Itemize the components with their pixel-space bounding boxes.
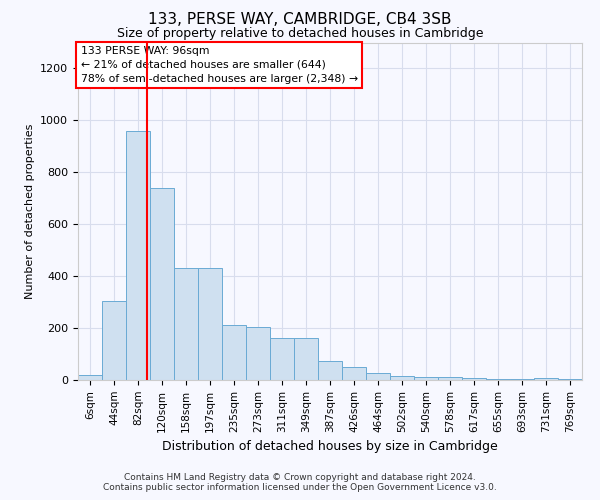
Bar xyxy=(462,378,486,380)
Bar xyxy=(318,360,342,380)
Bar xyxy=(294,338,318,380)
Bar xyxy=(246,327,270,380)
Bar xyxy=(102,301,126,380)
Text: 133 PERSE WAY: 96sqm
← 21% of detached houses are smaller (644)
78% of semi-deta: 133 PERSE WAY: 96sqm ← 21% of detached h… xyxy=(80,46,358,84)
Text: Size of property relative to detached houses in Cambridge: Size of property relative to detached ho… xyxy=(117,28,483,40)
Bar xyxy=(390,376,414,380)
Y-axis label: Number of detached properties: Number of detached properties xyxy=(25,124,35,299)
Bar xyxy=(78,375,102,380)
X-axis label: Distribution of detached houses by size in Cambridge: Distribution of detached houses by size … xyxy=(162,440,498,453)
Bar xyxy=(270,338,294,380)
Text: 133, PERSE WAY, CAMBRIDGE, CB4 3SB: 133, PERSE WAY, CAMBRIDGE, CB4 3SB xyxy=(148,12,452,28)
Bar xyxy=(174,268,198,380)
Bar xyxy=(150,188,174,380)
Bar xyxy=(558,378,582,380)
Bar xyxy=(222,326,246,380)
Bar xyxy=(126,131,150,380)
Text: Contains HM Land Registry data © Crown copyright and database right 2024.
Contai: Contains HM Land Registry data © Crown c… xyxy=(103,473,497,492)
Bar xyxy=(414,377,438,380)
Bar xyxy=(342,367,366,380)
Bar xyxy=(486,378,510,380)
Bar xyxy=(198,268,222,380)
Bar xyxy=(366,372,390,380)
Bar xyxy=(510,378,534,380)
Bar xyxy=(534,378,558,380)
Bar xyxy=(438,378,462,380)
